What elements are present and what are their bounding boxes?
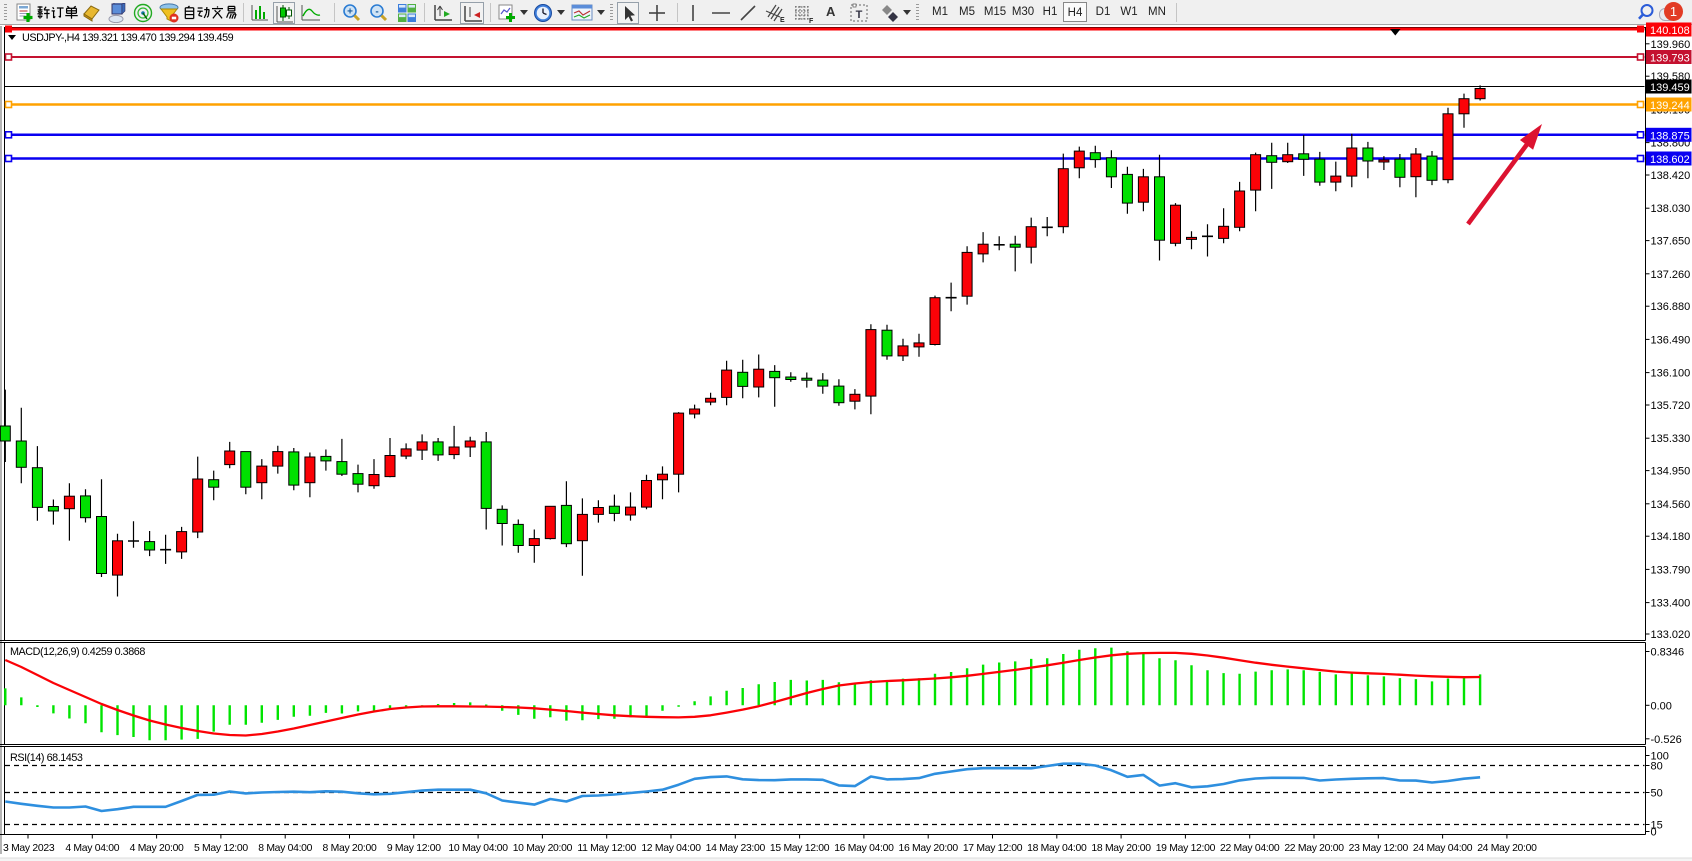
svg-text:10 May 04:00: 10 May 04:00 xyxy=(448,843,508,854)
svg-text:MACD(12,26,9) 0.4259 0.3868: MACD(12,26,9) 0.4259 0.3868 xyxy=(10,646,145,658)
svg-text:100: 100 xyxy=(1651,751,1669,763)
svg-text:19 May 12:00: 19 May 12:00 xyxy=(1156,843,1216,854)
svg-text:+: + xyxy=(347,7,353,18)
svg-text:16 May 20:00: 16 May 20:00 xyxy=(899,843,959,854)
svg-text:140.108: 140.108 xyxy=(1650,25,1690,37)
svg-text:139.244: 139.244 xyxy=(1650,100,1690,112)
svg-text:18 May 04:00: 18 May 04:00 xyxy=(1027,843,1087,854)
svg-text:134.560: 134.560 xyxy=(1651,499,1691,511)
svg-text:135.720: 135.720 xyxy=(1651,400,1691,412)
svg-text:22 May 04:00: 22 May 04:00 xyxy=(1220,843,1280,854)
svg-text:3 May 2023: 3 May 2023 xyxy=(3,843,55,854)
svg-text:10 May 20:00: 10 May 20:00 xyxy=(513,843,573,854)
svg-text:18 May 20:00: 18 May 20:00 xyxy=(1091,843,1151,854)
svg-text:8 May 20:00: 8 May 20:00 xyxy=(323,843,377,854)
svg-text:15 May 12:00: 15 May 12:00 xyxy=(770,843,830,854)
svg-text:139.459: 139.459 xyxy=(1650,82,1690,94)
svg-text:T: T xyxy=(856,9,863,21)
svg-text:138.030: 138.030 xyxy=(1651,203,1691,215)
svg-text:139.793: 139.793 xyxy=(1650,53,1690,65)
svg-text:F: F xyxy=(809,18,814,23)
svg-text:USDJPY-,H4 139.321 139.470 13: USDJPY-,H4 139.321 139.470 139.294 139.4… xyxy=(22,32,234,44)
svg-text:50: 50 xyxy=(1651,788,1663,800)
svg-text:135.330: 135.330 xyxy=(1651,433,1691,445)
svg-text:8 May 04:00: 8 May 04:00 xyxy=(258,843,312,854)
svg-text:24 May 20:00: 24 May 20:00 xyxy=(1477,843,1537,854)
svg-text:133.020: 133.020 xyxy=(1651,629,1691,641)
svg-text:23 May 12:00: 23 May 12:00 xyxy=(1349,843,1409,854)
svg-text:134.180: 134.180 xyxy=(1651,531,1691,543)
svg-text:-: - xyxy=(375,7,378,18)
svg-text:0: 0 xyxy=(1651,827,1657,839)
svg-text:17 May 12:00: 17 May 12:00 xyxy=(963,843,1023,854)
svg-text:138.420: 138.420 xyxy=(1651,170,1691,182)
svg-text:4 May 04:00: 4 May 04:00 xyxy=(65,843,119,854)
svg-text:4 May 20:00: 4 May 20:00 xyxy=(130,843,184,854)
svg-text:136.100: 136.100 xyxy=(1651,368,1691,380)
svg-text:24 May 04:00: 24 May 04:00 xyxy=(1413,843,1473,854)
svg-text:137.650: 137.650 xyxy=(1651,236,1691,248)
svg-text:15: 15 xyxy=(1651,820,1663,832)
svg-text:134.950: 134.950 xyxy=(1651,466,1691,478)
svg-text:-0.526: -0.526 xyxy=(1651,734,1682,746)
svg-text:16 May 04:00: 16 May 04:00 xyxy=(834,843,894,854)
svg-text:14 May 23:00: 14 May 23:00 xyxy=(706,843,766,854)
svg-text:133.790: 133.790 xyxy=(1651,564,1691,576)
svg-text:9 May 12:00: 9 May 12:00 xyxy=(387,843,441,854)
svg-text:0.00: 0.00 xyxy=(1651,700,1672,712)
svg-text:139.960: 139.960 xyxy=(1651,39,1691,51)
svg-text:138.602: 138.602 xyxy=(1650,154,1690,166)
svg-text:11 May 12:00: 11 May 12:00 xyxy=(577,843,636,854)
svg-text:5 May 12:00: 5 May 12:00 xyxy=(194,843,248,854)
svg-text:RSI(14) 68.1453: RSI(14) 68.1453 xyxy=(10,752,83,764)
svg-text:12 May 04:00: 12 May 04:00 xyxy=(641,843,701,854)
svg-text:22 May 20:00: 22 May 20:00 xyxy=(1284,843,1344,854)
svg-text:138.875: 138.875 xyxy=(1650,130,1690,142)
svg-text:136.880: 136.880 xyxy=(1651,301,1691,313)
svg-text:136.490: 136.490 xyxy=(1651,334,1691,346)
svg-text:E: E xyxy=(780,17,785,23)
svg-text:80: 80 xyxy=(1651,761,1663,773)
svg-text:0.8346: 0.8346 xyxy=(1651,647,1685,659)
svg-text:133.400: 133.400 xyxy=(1651,598,1691,610)
svg-text:137.260: 137.260 xyxy=(1651,269,1691,281)
